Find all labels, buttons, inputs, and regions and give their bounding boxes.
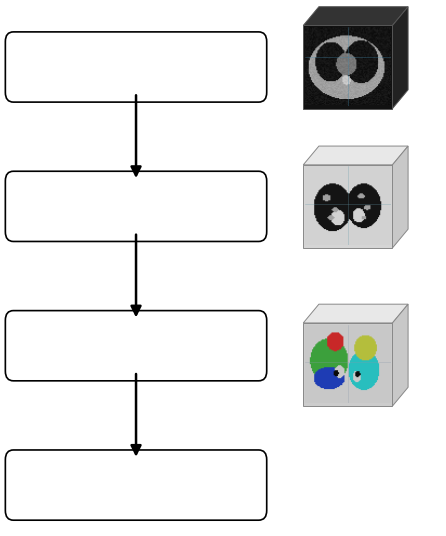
FancyBboxPatch shape [5, 32, 267, 102]
Text: Coordination-guided networks: Coordination-guided networks [35, 339, 237, 352]
Polygon shape [303, 146, 408, 165]
Polygon shape [392, 304, 408, 406]
Polygon shape [392, 146, 408, 248]
Text: Input image
256 x 256 x128: Input image 256 x 256 x128 [84, 53, 188, 81]
Text: Lung segmentation: Lung segmentation [71, 200, 201, 213]
Polygon shape [303, 6, 408, 25]
Polygon shape [303, 304, 408, 323]
Polygon shape [303, 323, 392, 406]
FancyBboxPatch shape [5, 450, 267, 520]
Polygon shape [392, 6, 408, 108]
Polygon shape [303, 25, 392, 108]
Polygon shape [303, 165, 392, 248]
FancyBboxPatch shape [5, 172, 267, 241]
Text: Lobes segmentation result: Lobes segmentation result [47, 479, 225, 492]
FancyBboxPatch shape [5, 311, 267, 381]
